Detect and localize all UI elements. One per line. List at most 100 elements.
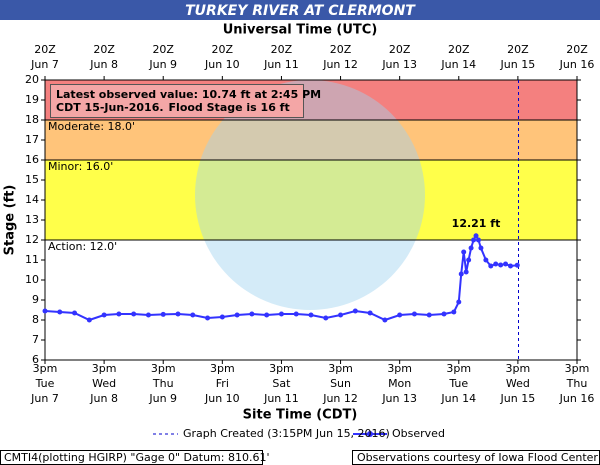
x-tick-label: 3pm	[387, 362, 412, 375]
x-tick-label: Thu	[566, 377, 588, 390]
x-tick-label: 3pm	[269, 362, 294, 375]
top-x-tick-label: 20Z	[330, 43, 352, 56]
y-tick-label: 8	[32, 313, 39, 326]
top-x-tick-label: 20Z	[152, 43, 174, 56]
legend-label: Graph Created (3:15PM Jun 15, 2016)	[183, 427, 390, 440]
x-axis-title: Site Time (CDT)	[243, 408, 358, 423]
data-point	[42, 308, 48, 314]
top-x-tick-label: Jun 11	[263, 58, 299, 71]
data-point	[463, 269, 469, 275]
y-tick-label: 17	[25, 133, 39, 146]
x-tick-label: Jun 10	[204, 392, 240, 405]
stage-label: Minor: 16.0'	[48, 160, 113, 173]
data-point	[411, 311, 417, 317]
y-tick-label: 14	[25, 193, 39, 206]
data-point	[397, 312, 403, 318]
data-point	[493, 261, 499, 267]
plot-frame	[44, 79, 578, 361]
data-point	[471, 237, 477, 243]
x-tick-label: 3pm	[210, 362, 235, 375]
y-tick-label: 10	[25, 273, 39, 286]
latest-line2: CDT 15-Jun-2016.	[56, 101, 164, 114]
data-point	[488, 263, 494, 269]
x-tick-label: Mon	[388, 377, 411, 390]
data-point	[451, 309, 457, 315]
data-point	[293, 311, 299, 317]
legend-label: Observed	[392, 427, 445, 440]
noaa-watermark	[195, 80, 425, 310]
data-point	[426, 312, 432, 318]
data-point	[86, 317, 92, 323]
x-tick-label: Jun 9	[148, 392, 177, 405]
x-tick-label: Sat	[272, 377, 291, 390]
footer-left: CMTI4(plotting HGIRP) "Gage 0" Datum: 81…	[4, 451, 269, 464]
data-point	[219, 314, 225, 320]
top-x-tick-label: 20Z	[507, 43, 529, 56]
top-x-tick-label: 20Z	[448, 43, 470, 56]
data-point	[498, 262, 504, 268]
data-point	[473, 233, 479, 239]
top-x-tick-label: 20Z	[389, 43, 411, 56]
latest-box	[50, 84, 304, 118]
x-tick-label: Jun 13	[381, 392, 417, 405]
data-point	[441, 311, 447, 317]
stage-band	[45, 120, 577, 160]
y-axis-title: Stage (ft)	[3, 185, 18, 256]
chart-title: TURKEY RIVER AT CLERMONT	[185, 3, 416, 19]
x-tick-label: 3pm	[151, 362, 176, 375]
stage-label: Action: 12.0'	[48, 240, 117, 253]
data-point	[478, 245, 484, 251]
data-point	[514, 262, 520, 268]
y-tick-label: 18	[25, 113, 39, 126]
x-tick-label: Thu	[152, 377, 174, 390]
top-x-tick-label: Jun 9	[148, 58, 177, 71]
data-point	[468, 245, 474, 251]
stage-label: Moderate: 18.0'	[48, 120, 135, 133]
x-tick-label: Tue	[448, 377, 468, 390]
x-tick-label: Jun 14	[440, 392, 476, 405]
data-point	[234, 312, 240, 318]
x-tick-label: Jun 7	[30, 392, 59, 405]
y-tick-label: 19	[25, 93, 39, 106]
title-bar	[0, 0, 600, 20]
x-tick-label: Wed	[92, 377, 116, 390]
data-point	[116, 311, 122, 317]
data-point	[352, 308, 358, 314]
data-point	[503, 261, 509, 267]
data-point	[338, 312, 344, 318]
series-line	[44, 233, 518, 322]
data-point	[101, 312, 107, 318]
y-tick-label: 20	[25, 73, 39, 86]
data-point	[475, 237, 481, 243]
data-point	[483, 257, 489, 263]
top-x-tick-label: 20Z	[271, 43, 293, 56]
x-tick-label: Jun 12	[322, 392, 358, 405]
data-point	[461, 249, 467, 255]
latest-line1: Latest observed value: 10.74 ft at 2:45 …	[56, 88, 321, 101]
y-tick-label: 7	[32, 333, 39, 346]
x-tick-label: Jun 15	[500, 392, 536, 405]
data-point	[382, 317, 388, 323]
peak-label: 12.21 ft	[452, 217, 501, 230]
y-tick-label: 13	[25, 213, 39, 226]
top-x-tick-label: Jun 14	[440, 58, 476, 71]
top-x-tick-label: Jun 7	[30, 58, 59, 71]
y-tick-label: 12	[25, 233, 39, 246]
legend-marker	[367, 431, 373, 437]
data-point	[308, 312, 314, 318]
data-point	[278, 311, 284, 317]
data-point	[190, 312, 196, 318]
footer-right: Observations courtesy of Iowa Flood Cent…	[357, 451, 598, 464]
top-x-tick-label: 20Z	[34, 43, 56, 56]
data-point	[131, 311, 137, 317]
data-point	[508, 263, 513, 269]
x-tick-label: Jun 8	[89, 392, 118, 405]
data-point	[466, 257, 472, 263]
data-point	[57, 309, 63, 315]
data-point	[160, 311, 166, 317]
top-x-tick-label: 20Z	[93, 43, 115, 56]
data-point	[323, 315, 329, 321]
x-tick-label: 3pm	[328, 362, 353, 375]
top-x-tick-label: 20Z	[212, 43, 234, 56]
